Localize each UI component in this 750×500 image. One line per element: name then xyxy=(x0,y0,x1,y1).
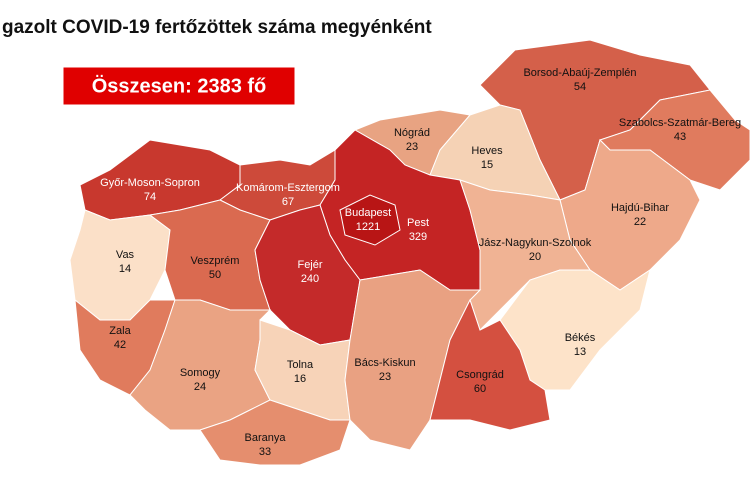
county-value: 14 xyxy=(119,263,131,275)
county-name: Somogy xyxy=(180,367,221,379)
county-name: Komárom-Esztergom xyxy=(236,182,340,194)
county-value: 13 xyxy=(574,346,586,358)
county-name: Nógrád xyxy=(394,127,430,139)
county-value: 22 xyxy=(634,216,646,228)
labels: Borsod-Abaúj-Zemplén 54 Szabolcs-Szatmár-B… xyxy=(100,67,741,458)
regions xyxy=(69,39,750,466)
county xyxy=(429,298,551,431)
county-value: 16 xyxy=(294,373,306,385)
county-name: Hajdú-Bihar xyxy=(611,202,669,214)
county-value: 43 xyxy=(674,131,686,143)
county-name: Bács-Kiskun xyxy=(354,357,415,369)
county-value: 15 xyxy=(481,159,493,171)
county-value: 60 xyxy=(474,383,486,395)
county-name: Zala xyxy=(109,325,131,337)
county xyxy=(199,399,351,466)
county-value: 50 xyxy=(209,269,221,281)
county-name: Szabolcs-Szatmár-Bereg xyxy=(619,117,741,129)
county-value: 1221 xyxy=(356,221,380,233)
county-name: Budapest xyxy=(345,207,391,219)
county-value: 33 xyxy=(259,446,271,458)
county-value: 67 xyxy=(282,196,294,208)
county-name: Csongrád xyxy=(456,369,504,381)
county-name: Jász-Nagykun-Szolnok xyxy=(479,237,592,249)
total-box xyxy=(62,66,296,106)
county-value: 42 xyxy=(114,339,126,351)
county-name: Tolna xyxy=(287,359,314,371)
county-name: Győr-Moson-Sopron xyxy=(100,177,200,189)
county-value: 23 xyxy=(406,141,418,153)
county-name: Borsod-Abaúj-Zemplén xyxy=(523,67,636,79)
county-name: Veszprém xyxy=(191,255,240,267)
title: gazolt COVID-19 fertőzöttek száma megyén… xyxy=(2,17,432,38)
county-name: Pest xyxy=(407,217,429,229)
county xyxy=(339,194,401,246)
county-name: Heves xyxy=(471,145,503,157)
county-value: 74 xyxy=(144,191,156,203)
county-name: Fejér xyxy=(297,259,322,271)
county-value: 23 xyxy=(379,371,391,383)
total: Összesen: 2383 fő xyxy=(92,74,267,97)
county-name: Vas xyxy=(116,249,135,261)
county xyxy=(599,89,750,191)
county-value: 329 xyxy=(409,231,427,243)
county-name: Baranya xyxy=(245,432,287,444)
county-value: 240 xyxy=(301,273,319,285)
county-value: 24 xyxy=(194,381,206,393)
county-name: Békés xyxy=(565,332,596,344)
county-value: 54 xyxy=(574,81,586,93)
county-value: 20 xyxy=(529,251,541,263)
